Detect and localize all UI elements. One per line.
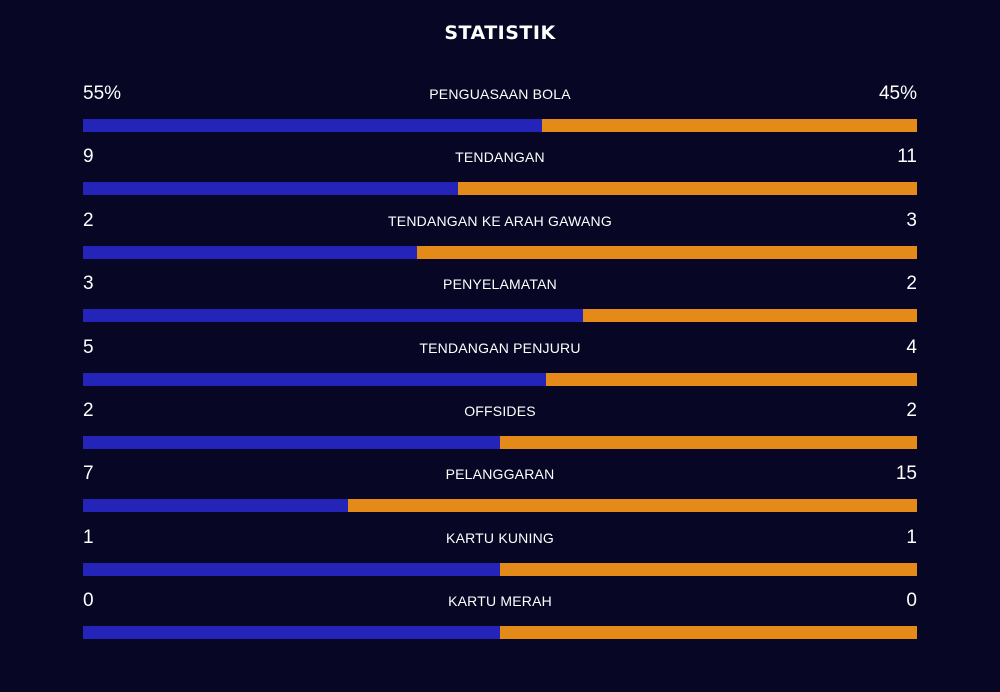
- away-bar-segment: [416, 245, 917, 259]
- home-bar-segment: [83, 245, 417, 259]
- stat-row-header: 55% PENGUASAAN BOLA 45%: [83, 80, 917, 106]
- home-value: 55%: [83, 83, 122, 104]
- home-bar-segment: [83, 372, 547, 386]
- stat-row: 9 TENDANGAN 11: [83, 143, 917, 206]
- stat-row: 2 TENDANGAN KE ARAH GAWANG 3: [83, 207, 917, 270]
- stat-label: KARTU MERAH: [448, 593, 552, 610]
- home-value: 5: [83, 336, 94, 358]
- home-value: 3: [83, 273, 94, 295]
- home-bar-segment: [83, 309, 584, 323]
- stat-row-header: 3 PENYELAMATAN 2: [83, 270, 917, 296]
- stat-label: TENDANGAN: [455, 149, 545, 166]
- away-value: 0: [906, 590, 917, 612]
- away-bar-segment: [500, 626, 917, 640]
- stat-row: 1 KARTU KUNING 1: [83, 524, 917, 587]
- away-value: 45%: [878, 83, 917, 104]
- away-bar-segment: [500, 562, 917, 576]
- stat-label: TENDANGAN KE ARAH GAWANG: [388, 212, 612, 229]
- stat-label: KARTU KUNING: [446, 529, 554, 546]
- home-bar-segment: [83, 435, 500, 449]
- away-value: 4: [906, 336, 917, 358]
- away-bar-segment: [541, 119, 917, 132]
- comparison-bar: [83, 245, 917, 259]
- comparison-bar: [83, 119, 917, 132]
- stats-list: 55% PENGUASAAN BOLA 45% 9 TENDANGAN 11 2 TENDAN…: [83, 80, 917, 651]
- comparison-bar: [83, 182, 917, 196]
- stats-title: STATISTIK: [444, 22, 556, 44]
- home-value: 2: [83, 209, 94, 231]
- stat-row-header: 2 TENDANGAN KE ARAH GAWANG 3: [83, 207, 917, 233]
- away-value: 3: [906, 209, 917, 231]
- stat-row: 0 KARTU MERAH 0: [83, 587, 917, 650]
- home-value: 7: [83, 463, 94, 485]
- home-bar-segment: [83, 562, 500, 576]
- stat-label: OFFSIDES: [464, 402, 536, 419]
- away-bar-segment: [348, 499, 917, 513]
- stat-row-header: 7 PELANGGARAN 15: [83, 460, 917, 486]
- home-bar-segment: [83, 626, 500, 640]
- stat-label: TENDANGAN PENJURU: [419, 339, 581, 356]
- comparison-bar: [83, 435, 917, 449]
- stat-row: 3 PENYELAMATAN 2: [83, 270, 917, 333]
- stat-row-header: 1 KARTU KUNING 1: [83, 524, 917, 550]
- stat-row-header: 9 TENDANGAN 11: [83, 143, 917, 169]
- home-bar-segment: [83, 182, 459, 196]
- stat-label: PELANGGARAN: [445, 466, 555, 483]
- comparison-bar: [83, 499, 917, 513]
- home-value: 1: [83, 526, 94, 548]
- away-value: 2: [906, 273, 917, 295]
- stat-row: 5 TENDANGAN PENJURU 4: [83, 334, 917, 397]
- comparison-bar: [83, 372, 917, 386]
- home-bar-segment: [83, 499, 349, 513]
- stat-row-header: 2 OFFSIDES 2: [83, 397, 917, 423]
- stat-row-header: 0 KARTU MERAH 0: [83, 587, 917, 613]
- comparison-bar: [83, 562, 917, 576]
- away-value: 15: [895, 463, 917, 485]
- away-bar-segment: [583, 309, 917, 323]
- away-bar-segment: [500, 435, 917, 449]
- home-value: 2: [83, 399, 94, 421]
- home-value: 9: [83, 146, 94, 168]
- away-bar-segment: [546, 372, 917, 386]
- stat-label: PENGUASAAN BOLA: [429, 86, 571, 102]
- home-value: 0: [83, 590, 94, 612]
- home-bar-segment: [83, 119, 542, 132]
- stat-row: 2 OFFSIDES 2: [83, 397, 917, 460]
- stat-row: 55% PENGUASAAN BOLA 45%: [83, 80, 917, 143]
- away-value: 2: [906, 399, 917, 421]
- comparison-bar: [83, 626, 917, 640]
- away-value: 1: [906, 526, 917, 548]
- stat-row-header: 5 TENDANGAN PENJURU 4: [83, 334, 917, 360]
- away-value: 11: [897, 146, 917, 168]
- comparison-bar: [83, 309, 917, 323]
- stat-label: PENYELAMATAN: [443, 276, 557, 293]
- stat-row: 7 PELANGGARAN 15: [83, 460, 917, 523]
- away-bar-segment: [458, 182, 917, 196]
